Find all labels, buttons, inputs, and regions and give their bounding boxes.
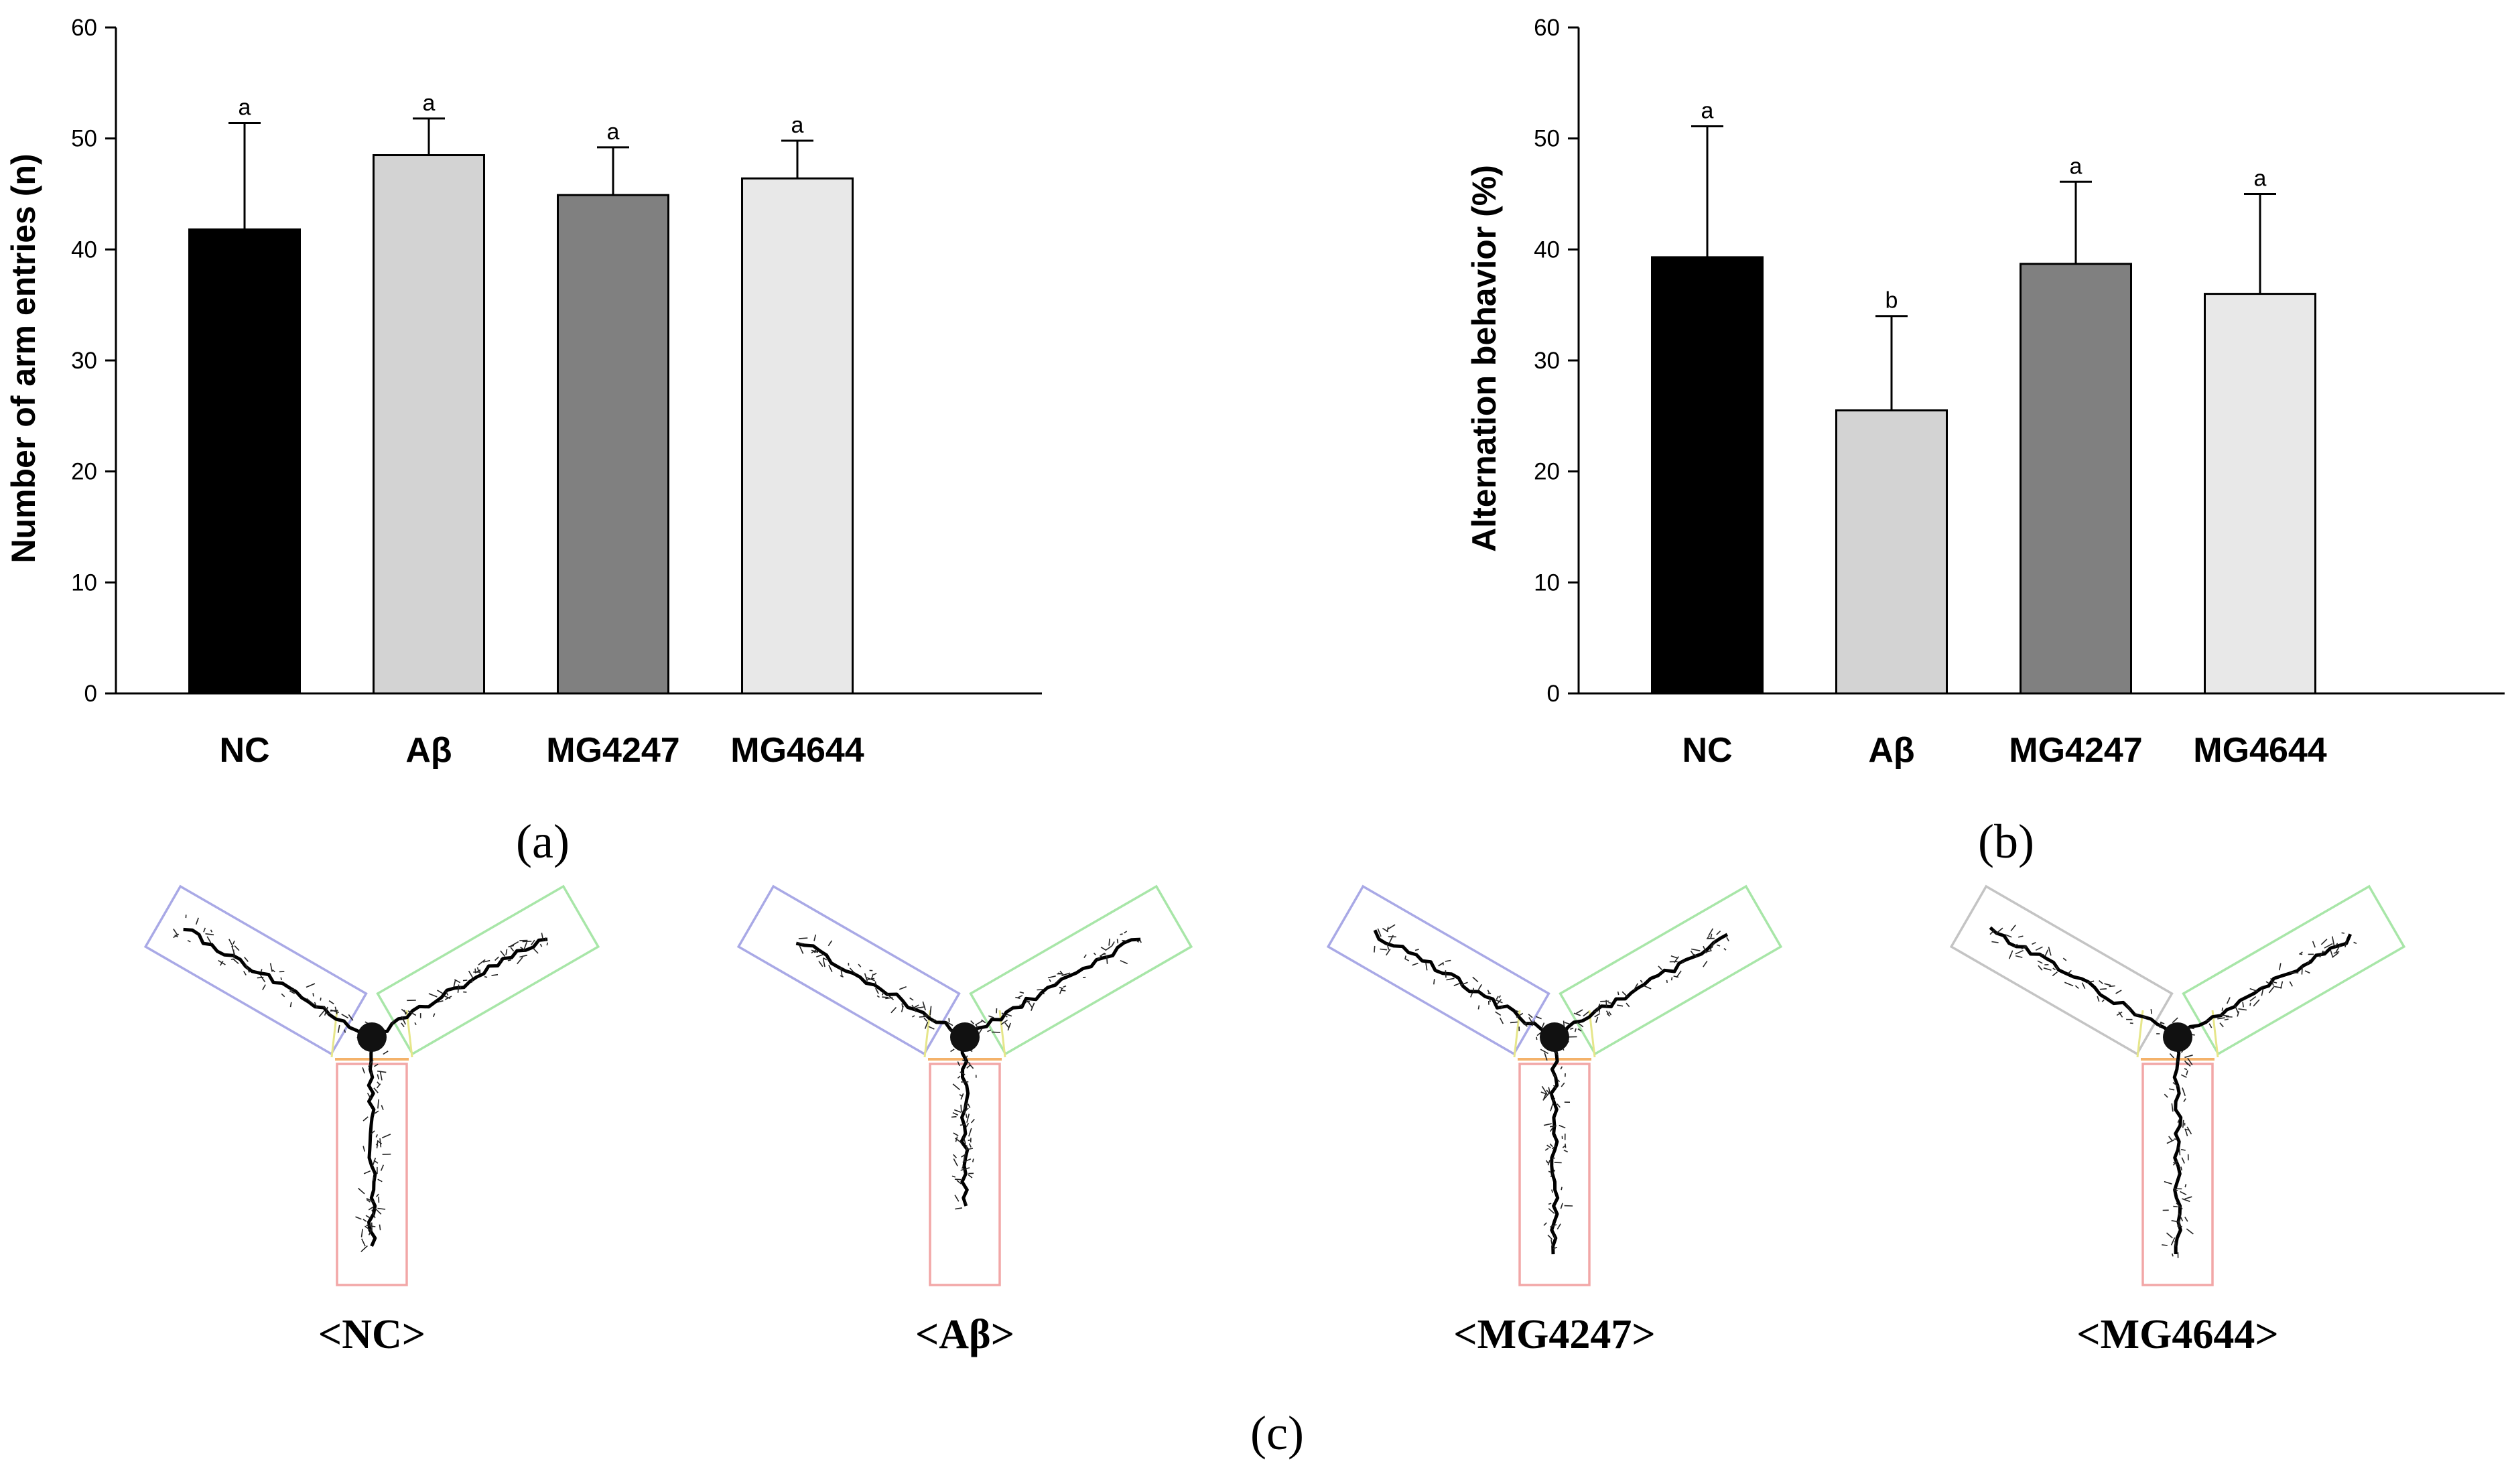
maze-arm-outline [376,884,600,1056]
y-maze-3: <MG4247> [1326,884,1783,1357]
bar-MG4644 [741,177,854,695]
significance-letter: b [1886,288,1898,314]
maze-arm-outline [336,1063,408,1286]
maze-track-detail [1540,1034,1573,1250]
panel-label-c: (c) [1250,1406,1304,1460]
y-tick-label: 50 [1534,126,1560,152]
y-maze-1: <NC> [143,884,600,1357]
maze-track-detail [1989,925,2182,1036]
maze-label: <Aβ> [915,1312,1014,1357]
maze-arm-outline [969,884,1193,1056]
y-maze-2: <Aβ> [736,884,1193,1357]
y-tick-label: 40 [71,237,97,263]
maze-track-detail [370,933,548,1038]
significance-letter: a [2254,166,2267,192]
maze-arm-outline [143,884,368,1056]
maze-track-detail [2162,1035,2194,1258]
x-tick-label: MG4644 [2193,731,2327,770]
bar-MG4247 [557,194,669,695]
maze-label: <NC> [318,1312,425,1357]
bar-NC [188,228,301,695]
y-tick-label: 0 [1547,681,1560,707]
maze-track [1373,929,1555,1040]
y-tick-label: 20 [71,459,97,485]
maze-track [1553,933,1729,1038]
chart-b-ylabel: Alternation behavior (%) [1465,165,1503,552]
x-tick-label: Aβ [1868,731,1914,770]
maze-track-detail [1374,924,1552,1040]
bar-MG4247 [2020,263,2132,695]
x-tick-label: MG4247 [546,731,679,770]
maze-track [1549,1036,1560,1255]
maze-arm-outline [1559,884,1783,1056]
y-maze-4: <MG4644> [1949,884,2406,1357]
panel-label-a: (a) [516,815,570,868]
maze-arm-outline [1518,1063,1591,1286]
bar-Aβ [1835,409,1948,695]
x-tick-label: MG4247 [2009,731,2142,770]
bar-Aβ [373,154,485,695]
y-tick-label: 20 [1534,459,1560,485]
maze-track [2172,1036,2183,1254]
maze-arm-outline [2182,884,2406,1056]
maze-track [367,1036,377,1247]
significance-letter: a [607,119,620,145]
chart-a-ylabel: Number of arm entries (n) [5,153,42,563]
bar-NC [1651,256,1764,695]
maze-track-detail [962,931,1142,1045]
maze-label: <MG4247> [1453,1312,1655,1357]
y-tick-label: 10 [71,569,97,596]
y-maze-tracks: <NC> <Aβ> <MG4247> <MG4644> [143,884,2406,1357]
significance-letter: a [791,113,804,138]
significance-letter: a [423,90,436,116]
maze-track [960,1036,970,1207]
x-tick-label: NC [1682,731,1732,770]
maze-arm-outline [736,884,961,1056]
y-tick-label: 40 [1534,237,1560,263]
y-tick-label: 50 [71,126,97,152]
chart-alternation-behavior: Alternation behavior (%) 0 10 20 30 40 50 60 a N… [1465,15,2505,770]
maze-track [1989,926,2178,1041]
maze-center-dense [1540,1022,1569,1052]
maze-track [795,941,966,1040]
maze-arm-outline [1949,884,2174,1056]
maze-center-dense [950,1022,980,1052]
significance-letter: a [1701,98,1714,123]
maze-center-dense [357,1022,387,1052]
maze-track [371,937,548,1040]
bar-MG4644 [2204,293,2316,695]
x-tick-label: MG4644 [730,731,864,770]
significance-letter: a [239,94,251,120]
maze-center-dense [2163,1022,2192,1052]
y-tick-label: 0 [84,681,97,707]
y-tick-label: 10 [1534,569,1560,596]
maze-track-detail [1553,928,1729,1043]
maze-arm-outline [1326,884,1550,1056]
maze-track [183,927,373,1040]
x-tick-label: NC [219,731,269,770]
maze-arm-outline [2141,1063,2214,1286]
maze-track [964,937,1141,1040]
panel-label-b: (b) [1978,815,2034,868]
x-tick-label: Aβ [405,731,452,770]
y-tick-label: 60 [71,15,97,41]
y-tick-label: 30 [71,348,97,374]
significance-letter: a [2070,153,2083,179]
y-tick-label: 60 [1534,15,1560,41]
chart-arm-entries: Number of arm entries (n) 0 10 20 30 40 50 60 a… [5,15,1042,770]
y-tick-label: 30 [1534,348,1560,374]
maze-label: <MG4644> [2076,1312,2278,1357]
maze-arm-outline [929,1063,1001,1286]
